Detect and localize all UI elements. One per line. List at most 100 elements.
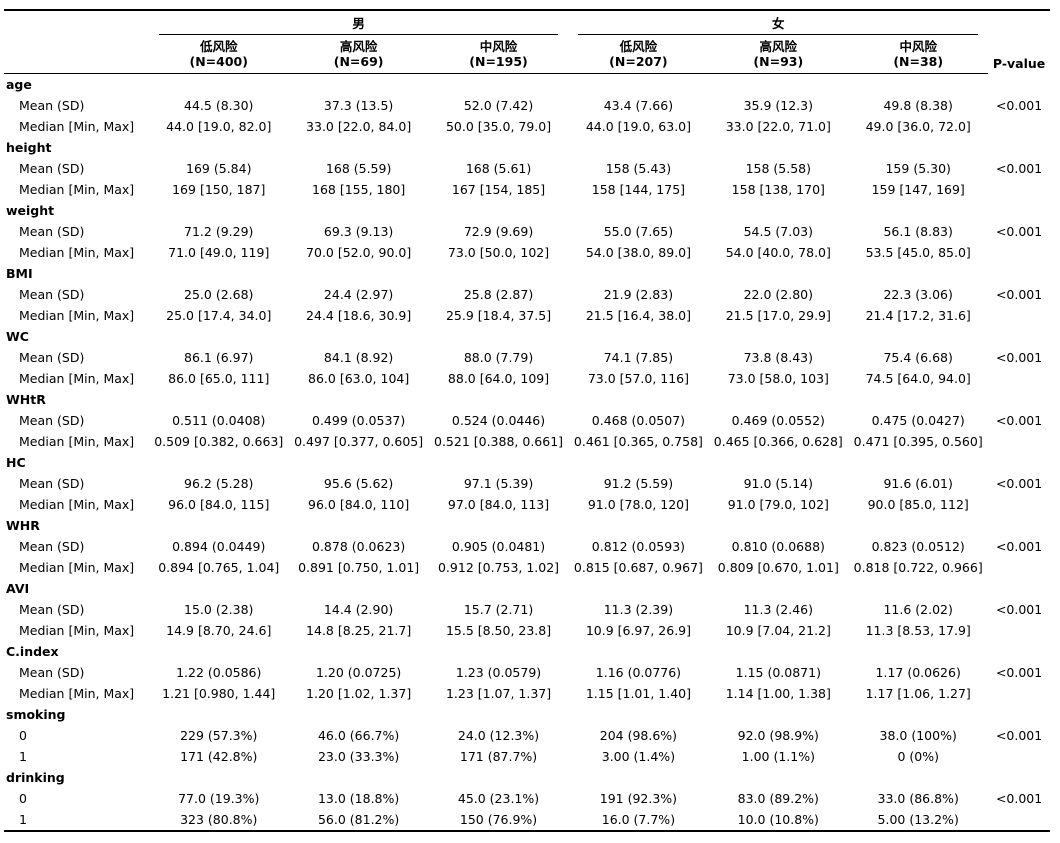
value-cell: 158 [144, 175] — [591, 182, 686, 197]
table-row: Mean (SD) 0.894 (0.0449) 0.878 (0.0623) 0.9… — [4, 536, 1050, 557]
value-cell: 0.468 (0.0507) — [591, 413, 686, 428]
table-row: Median [Min, Max] 96.0 [84.0, 115] 96.0 [8… — [4, 494, 1050, 515]
value-cell: 25.9 [18.4, 37.5] — [445, 308, 552, 323]
table-row: Mean (SD) 1.22 (0.0586) 1.20 (0.0725) 1.23 … — [4, 662, 1050, 683]
empty-cell — [429, 263, 569, 284]
empty-cell — [848, 74, 988, 96]
value-cell: 77.0 (19.3%) — [178, 791, 260, 806]
column-name: 高风险 — [339, 39, 378, 54]
value-cell: 71.2 (9.29) — [184, 224, 254, 239]
empty-cell — [708, 74, 848, 96]
value-cell: 37.3 (13.5) — [323, 98, 394, 113]
empty-cell — [988, 200, 1050, 221]
value-cell: 44.0 [19.0, 63.0] — [585, 119, 691, 134]
value-cell: 21.4 [17.2, 31.6] — [865, 308, 971, 323]
table-row: Mean (SD) 96.2 (5.28) 95.6 (5.62) 97.1 (5.3… — [4, 473, 1050, 494]
stat-label: Mean (SD) — [19, 350, 85, 365]
pvalue-cell: <0.001 — [995, 161, 1043, 176]
value-cell: 11.3 [8.53, 17.9] — [865, 623, 971, 638]
empty-cell — [429, 452, 569, 473]
value-cell: 159 [147, 169] — [871, 182, 965, 197]
value-cell: 171 (87.7%) — [459, 749, 538, 764]
pvalue-cell: <0.001 — [995, 350, 1043, 365]
empty-cell — [848, 389, 988, 410]
stat-label: Median [Min, Max] — [19, 182, 135, 197]
value-cell: 0.465 [0.366, 0.628] — [713, 434, 843, 449]
empty-cell — [988, 452, 1050, 473]
table-row: Median [Min, Max] 0.509 [0.382, 0.663] 0.4… — [4, 431, 1050, 452]
value-cell: 44.5 (8.30) — [184, 98, 254, 113]
variable-name: height — [6, 140, 52, 155]
table-row: Mean (SD) 86.1 (6.97) 84.1 (8.92) 88.0 (7.7… — [4, 347, 1050, 368]
variable-row: height — [4, 137, 1050, 158]
empty-cell — [708, 452, 848, 473]
value-cell: 5.00 (13.2%) — [848, 809, 989, 832]
variable-row: smoking — [4, 704, 1050, 725]
value-cell: 92.0 (98.9%) — [737, 728, 819, 743]
empty-cell — [149, 641, 289, 662]
value-cell: 0.894 (0.0449) — [172, 539, 266, 554]
value-cell: 0.823 (0.0512) — [871, 539, 965, 554]
value-cell: 35.9 (12.3) — [743, 98, 813, 113]
value-cell: 1.16 (0.0776) — [595, 665, 682, 680]
stat-label: Median [Min, Max] — [19, 686, 135, 701]
table-row: Median [Min, Max] 1.21 [0.980, 1.44] 1.20 … — [4, 683, 1050, 704]
pvalue-cell — [988, 116, 1050, 137]
table-row: Median [Min, Max] 71.0 [49.0, 119] 70.0 [5… — [4, 242, 1050, 263]
column-header: 高风险 (N=69) — [288, 35, 429, 74]
column-n: (N=400) — [189, 54, 248, 69]
value-cell: 54.0 [40.0, 78.0] — [725, 245, 831, 260]
stat-label: Mean (SD) — [19, 98, 85, 113]
empty-cell — [429, 137, 569, 158]
empty-cell — [429, 578, 569, 599]
stat-label: 1 — [4, 809, 149, 832]
value-cell: 86.1 (6.97) — [184, 350, 254, 365]
value-cell: 168 (5.61) — [465, 161, 532, 176]
value-cell: 0.521 [0.388, 0.661] — [434, 434, 564, 449]
pvalue-cell: <0.001 — [995, 224, 1043, 239]
value-cell: 25.0 (2.68) — [184, 287, 254, 302]
empty-cell — [708, 137, 848, 158]
empty-cell — [708, 641, 848, 662]
empty-cell — [568, 452, 708, 473]
value-cell: 90.0 [85.0, 112] — [867, 497, 969, 512]
value-cell: 11.6 (2.02) — [883, 602, 953, 617]
value-cell: 74.1 (7.85) — [603, 350, 674, 365]
table-row: Median [Min, Max] 14.9 [8.70, 24.6] 14.8 [… — [4, 620, 1050, 641]
value-cell: 0.812 (0.0593) — [591, 539, 686, 554]
value-cell: 0.912 [0.753, 1.02] — [437, 560, 560, 575]
column-header: 低风险 (N=400) — [148, 35, 289, 74]
empty-cell — [708, 200, 848, 221]
empty-cell — [848, 767, 988, 788]
column-n: (N=93) — [753, 54, 804, 69]
column-header-row: 低风险 (N=400) 高风险 (N=69) 中风险 (N=195) 低风险 (N=20… — [4, 35, 1050, 74]
pvalue-cell: <0.001 — [995, 539, 1043, 554]
stat-label: Mean (SD) — [19, 476, 85, 491]
empty-cell — [848, 515, 988, 536]
value-cell: 96.2 (5.28) — [184, 476, 254, 491]
value-cell: 96.0 [84.0, 115] — [168, 497, 270, 512]
table-row: Mean (SD) 44.5 (8.30) 37.3 (13.5) 52.0 (7.4… — [4, 95, 1050, 116]
column-header: 中风险 (N=38) — [848, 35, 989, 74]
empty-cell — [149, 767, 289, 788]
variable-name: WC — [6, 329, 29, 344]
empty-cell — [848, 263, 988, 284]
value-cell: 3.00 (1.4%) — [601, 749, 676, 764]
value-cell: 11.3 (2.46) — [743, 602, 813, 617]
empty-cell — [149, 452, 289, 473]
variable-row: weight — [4, 200, 1050, 221]
stat-label: Median [Min, Max] — [19, 623, 135, 638]
value-cell: 91.0 (5.14) — [743, 476, 813, 491]
column-n: (N=195) — [469, 54, 528, 69]
value-cell: 0.509 [0.382, 0.663] — [154, 434, 284, 449]
stat-label: Mean (SD) — [19, 161, 85, 176]
empty-cell — [429, 326, 569, 347]
value-cell: 56.1 (8.83) — [883, 224, 953, 239]
column-n: (N=69) — [333, 54, 384, 69]
value-cell: 97.1 (5.39) — [463, 476, 534, 491]
value-cell: 1.23 [1.07, 1.37] — [445, 686, 552, 701]
value-cell: 33.0 [22.0, 71.0] — [725, 119, 831, 134]
value-cell: 158 (5.43) — [605, 161, 672, 176]
value-cell: 150 (76.9%) — [428, 809, 569, 832]
empty-cell — [848, 578, 988, 599]
